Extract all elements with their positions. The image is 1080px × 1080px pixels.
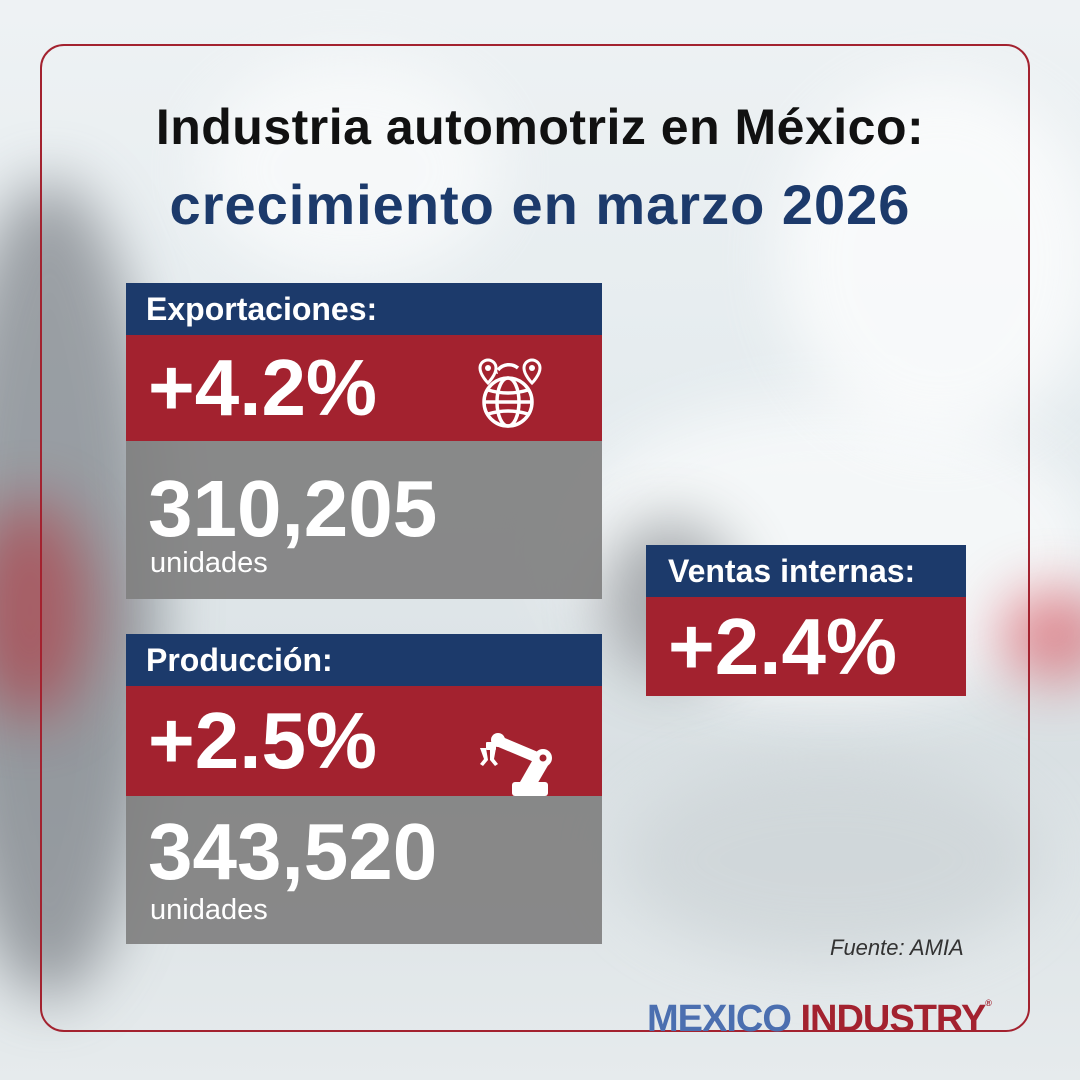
exports-percent-box: +4.2% <box>126 335 602 441</box>
domestic-sales-header: Ventas internas: <box>646 545 966 597</box>
exports-units-label: unidades <box>150 547 268 579</box>
title-line-2: crecimiento en marzo 2026 <box>169 173 911 236</box>
robot-arm-icon <box>480 733 552 796</box>
exports-units-value: 310,205 <box>148 464 438 553</box>
domestic-sales-label: Ventas internas: <box>668 552 916 589</box>
mexico-industry-logo: MEXICO INDUSTRY® <box>647 998 992 1041</box>
exports-percent: +4.2% <box>148 343 378 432</box>
exports-units-box: 310,205 unidades <box>126 441 602 599</box>
production-header: Producción: <box>126 634 602 686</box>
production-percent: +2.5% <box>148 696 378 785</box>
exports-label: Exportaciones: <box>146 290 378 327</box>
logo-part-mexico: MEXICO <box>647 998 792 1040</box>
production-units-label: unidades <box>150 894 268 926</box>
source-note: Fuente: AMIA <box>830 935 964 960</box>
red-frame-border <box>40 44 1030 1032</box>
logo-part-industry: INDUSTRY <box>800 998 986 1040</box>
title-line-1: Industria automotriz en México: <box>155 99 925 155</box>
globe-location-icon <box>478 358 542 428</box>
production-units-value: 343,520 <box>148 807 438 896</box>
logo-registered-mark: ® <box>985 998 992 1008</box>
domestic-sales-percent: +2.4% <box>668 601 898 691</box>
production-units-box: 343,520 unidades <box>126 796 602 944</box>
exports-header: Exportaciones: <box>126 283 602 335</box>
production-label: Producción: <box>146 641 333 678</box>
domestic-sales-percent-box: +2.4% <box>646 597 966 696</box>
